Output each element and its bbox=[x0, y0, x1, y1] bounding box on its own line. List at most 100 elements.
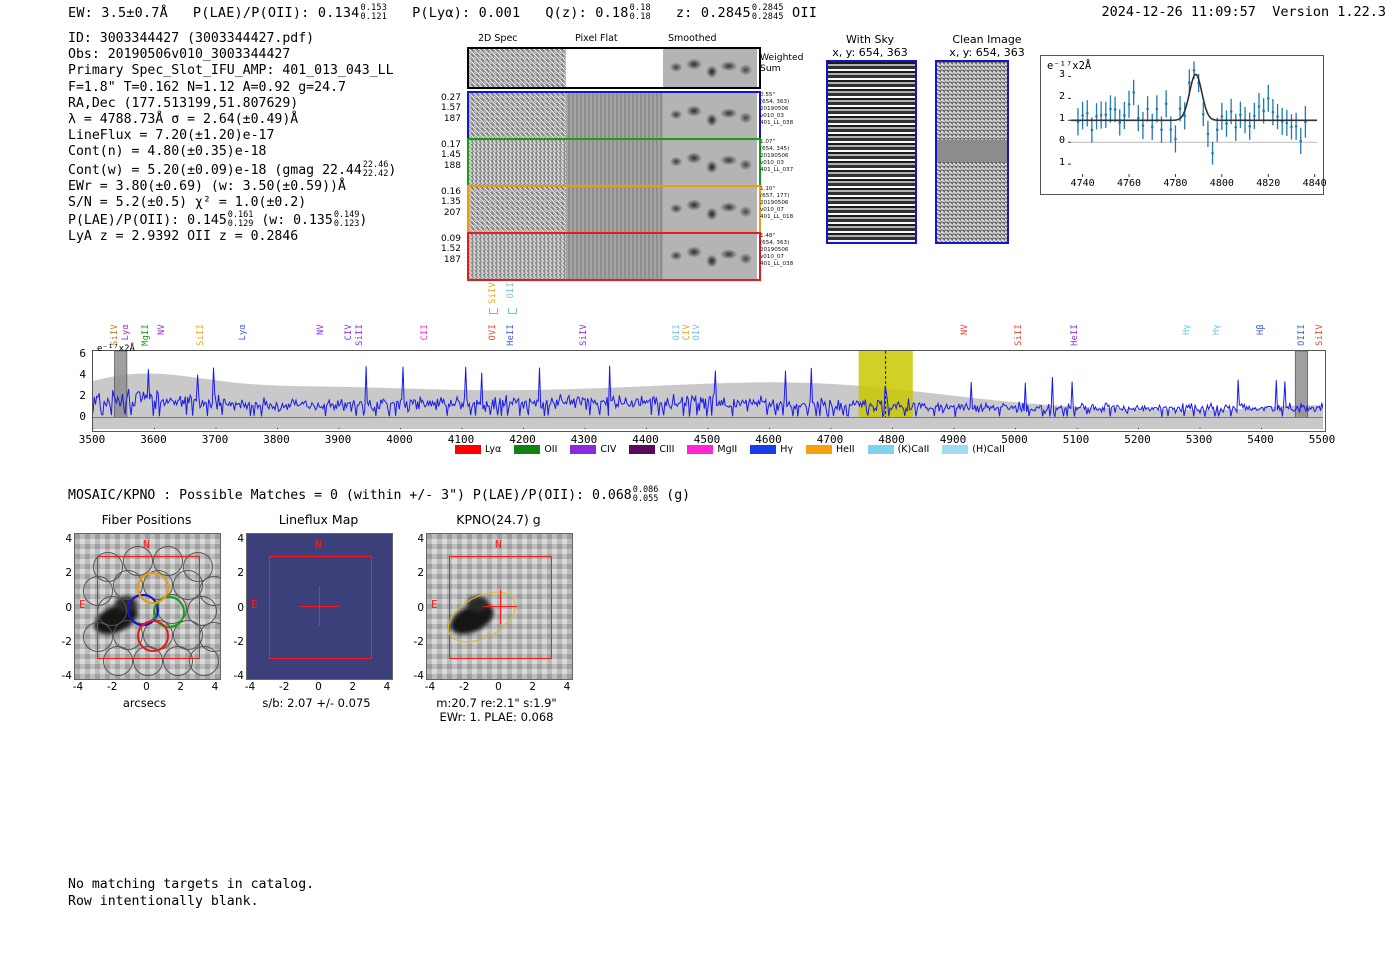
fit-svg bbox=[1068, 61, 1317, 177]
fiber-row-stat: 1.45 bbox=[440, 150, 461, 161]
col-title-pixelflat: Pixel Flat bbox=[575, 33, 618, 44]
fit-flux-unit-annotation: e⁻¹⁷x2Å bbox=[1047, 60, 1092, 72]
legend-item: HeII bbox=[806, 444, 855, 455]
compass-east: E bbox=[79, 598, 86, 611]
fit-x-tick: 4800 bbox=[1209, 178, 1234, 189]
spectrum-line-label: OIV bbox=[692, 324, 703, 341]
imaging-y-tick: 4 bbox=[417, 533, 424, 545]
info-plae-range: 0.161 0.129 bbox=[228, 211, 254, 229]
imaging-x-tick: -4 bbox=[244, 681, 256, 693]
spectrum-x-tick: 3900 bbox=[324, 433, 352, 446]
fiber-aperture[interactable] bbox=[83, 622, 113, 652]
info-primary-spec: Primary Spec_Slot_IFU_AMP: 401_013_043_L… bbox=[68, 63, 394, 79]
imaging-panel-caption-secondary: EWr: 1. PLAE: 0.068 bbox=[439, 710, 554, 724]
imaging-x-tick: 0 bbox=[315, 681, 322, 693]
timestamp: 2024-12-26 11:09:57 bbox=[1101, 4, 1256, 20]
footer-line-1: No matching targets in catalog. bbox=[68, 877, 315, 892]
fiber-aperture[interactable] bbox=[189, 646, 219, 676]
spectrum-x-tick: 3700 bbox=[201, 433, 229, 446]
fiber-row-stats: 0.17 1.45 188 bbox=[413, 140, 461, 171]
info-lambda-sigma: λ = 4788.73Å σ = 2.64(±0.49)Å bbox=[68, 112, 299, 128]
weighted-sum-row bbox=[467, 47, 761, 89]
spectrum-line-label: Hγ bbox=[1212, 324, 1223, 335]
fiber-row-meta-line: (654, 345) bbox=[760, 146, 790, 152]
fit-y-tick: 1 bbox=[1058, 157, 1065, 169]
fiber-row-meta: 1.48" (654, 363) 20190506 v010_07 401_LL_038 bbox=[760, 233, 820, 268]
fiber-row-stat: 0.09 bbox=[440, 234, 461, 244]
compass-north: N bbox=[315, 538, 322, 551]
imaging-panel-caption: arcsecs bbox=[122, 696, 167, 710]
header-summary: EW: 3.5±0.7Å P(LAE)/P(OII): 0.1340.153 0.… bbox=[68, 4, 817, 22]
spectrum-y-tick: 4 bbox=[79, 367, 86, 381]
fiber-aperture[interactable] bbox=[97, 596, 127, 626]
header-qz-hi: 0.18 bbox=[629, 3, 651, 13]
info-cont-narrow: Cont(n) = 4.80(±0.35)e-18 bbox=[68, 144, 267, 160]
match-lo: 0.055 bbox=[632, 493, 659, 504]
fit-x-tick: 4780 bbox=[1163, 178, 1188, 189]
fiber-row-meta-line: 401_LL_038 bbox=[760, 261, 794, 267]
legend-swatch bbox=[806, 445, 832, 454]
fiber-row-stat: 1.35 bbox=[440, 197, 461, 208]
legend-item: CIII bbox=[629, 444, 674, 455]
legend-label: Hγ bbox=[780, 444, 793, 455]
compass-east: E bbox=[251, 598, 258, 611]
imaging-y-tick: 2 bbox=[237, 567, 244, 580]
crosshair-vertical bbox=[500, 590, 501, 624]
fiber-row-stat: 0.17 bbox=[440, 140, 461, 150]
fiber-aperture[interactable] bbox=[103, 646, 133, 676]
fiber-row-smoothed bbox=[663, 187, 757, 232]
header-qz-range: 0.18 0.18 bbox=[630, 4, 651, 22]
fiber-row bbox=[467, 91, 761, 140]
legend-label: CIV bbox=[600, 444, 617, 455]
spectrum-x-tick: 3600 bbox=[140, 433, 167, 446]
header-z-hi: 0.2845 bbox=[751, 3, 784, 13]
imaging-x-tick: -4 bbox=[72, 681, 84, 693]
header-qz-label: Q(z): bbox=[545, 4, 587, 21]
fiber-aperture-highlighted[interactable] bbox=[137, 572, 169, 604]
legend-item: (K)CaII bbox=[867, 444, 929, 455]
header-ew: EW: 3.5±0.7Å bbox=[68, 4, 168, 21]
info-plae-w-hi: 0.149 bbox=[333, 210, 360, 221]
aperture-box bbox=[449, 556, 552, 659]
fiber-aperture[interactable] bbox=[187, 596, 217, 626]
spectrum-y-tick: 0 bbox=[79, 409, 86, 423]
fiber-row-stat: 187 bbox=[443, 113, 461, 124]
spectrum-line-label: CII bbox=[420, 324, 431, 341]
legend-label: CIII bbox=[659, 444, 675, 455]
weighted-sum-2dspec bbox=[469, 49, 566, 87]
match-range: 0.086 0.055 bbox=[633, 486, 659, 504]
spectrum-line-label: HeII bbox=[1069, 324, 1080, 346]
imaging-panel-title: Lineflux Map bbox=[278, 512, 359, 527]
imaging-x-tick: 2 bbox=[529, 681, 537, 693]
imaging-x-tick: -2 bbox=[107, 681, 118, 693]
info-gmag-lo: 22.42 bbox=[362, 168, 389, 179]
imaging-panel-caption: s/b: 2.07 +/- 0.075 bbox=[262, 696, 371, 710]
fiber-row-stat: 188 bbox=[443, 160, 461, 171]
fiber-row-meta-line: 20190506 bbox=[760, 106, 789, 112]
legend-swatch bbox=[514, 445, 541, 454]
imaging-x-tick: -2 bbox=[279, 681, 290, 693]
imaging-y-tick: -4 bbox=[413, 670, 424, 682]
fit-x-tick: 4740 bbox=[1070, 178, 1095, 189]
cutout-with-sky-coords: x, y: 654, 363 bbox=[832, 46, 908, 59]
fiber-row-meta-line: (654, 363) bbox=[760, 240, 790, 246]
header-plae-hi: 0.153 bbox=[360, 3, 388, 13]
spectrum-x-tick: 3800 bbox=[263, 433, 290, 446]
fiber-aperture-highlighted[interactable] bbox=[153, 596, 185, 628]
spectrum-x-tick: 4500 bbox=[693, 433, 721, 446]
fiber-row-smoothed bbox=[663, 234, 757, 279]
two-d-spectra-panel: 2D Spec Pixel Flat Smoothed Weighted Sum… bbox=[440, 33, 804, 281]
info-plae-post: ) bbox=[359, 213, 368, 229]
compass-north: N bbox=[143, 538, 150, 551]
info-plae: P(LAE)/P(OII): 0.1450.161 0.129 (w: 0.135… bbox=[68, 211, 396, 229]
fiber-aperture-highlighted[interactable] bbox=[137, 620, 169, 652]
spectrum-x-tick: 4300 bbox=[570, 433, 598, 446]
cutout-clean-coords: x, y: 654, 363 bbox=[949, 46, 1025, 59]
legend-swatch bbox=[455, 445, 481, 454]
spectrum-line-label: OII bbox=[506, 282, 517, 299]
header-plae-label: P(LAE)/P(OII): bbox=[192, 4, 310, 21]
fiber-row-meta-line: v010_03 bbox=[760, 113, 784, 119]
